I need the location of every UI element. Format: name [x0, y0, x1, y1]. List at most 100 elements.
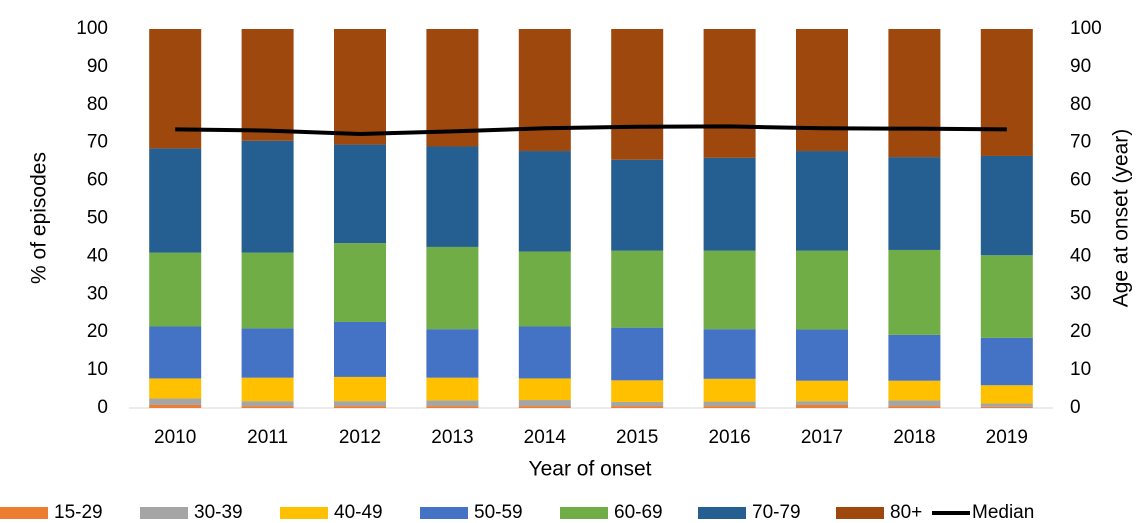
legend-swatch: [0, 507, 48, 519]
legend-label: 80+: [890, 502, 922, 523]
y2-tick-label: 70: [1070, 132, 1091, 153]
legend-label: 60-69: [614, 502, 663, 523]
legend-label: Median: [972, 502, 1034, 523]
y2-tick-label: 60: [1070, 170, 1091, 191]
x-tick-label: 2018: [893, 427, 935, 448]
y-tick-label: 80: [87, 94, 108, 115]
y-tick-label: 100: [76, 18, 108, 39]
bar-segment: [888, 157, 941, 250]
bar-segment: [980, 337, 1033, 386]
bar-segment: [518, 29, 571, 152]
legend-swatch: [280, 507, 328, 519]
bar-segment: [611, 401, 664, 407]
bar-segment: [241, 401, 294, 407]
y2-tick-label: 100: [1070, 18, 1102, 39]
bar-segment: [518, 326, 571, 379]
bar-segment: [149, 148, 202, 253]
bar-segment: [518, 151, 571, 252]
bar-segment: [703, 378, 756, 402]
y2-tick-label: 0: [1070, 397, 1081, 418]
bar-segment: [149, 252, 202, 327]
y2-tick-label: 20: [1070, 321, 1091, 342]
bar-segment: [518, 251, 571, 327]
bar-segment: [888, 380, 941, 401]
bar-segment: [611, 327, 664, 381]
y2-tick-label: 90: [1070, 56, 1091, 77]
bar-segment: [796, 29, 848, 152]
bar-segment: [241, 406, 294, 408]
bar-segment: [241, 328, 294, 378]
y-tick-label: 0: [97, 397, 108, 418]
legend-swatch: [560, 507, 608, 519]
x-tick-label: 2015: [616, 427, 658, 448]
bar-segment: [796, 380, 848, 402]
bar-segment: [149, 378, 202, 399]
bar-segment: [518, 378, 571, 401]
bar-segment: [241, 29, 294, 141]
bar-segment: [888, 29, 941, 158]
bar-segment: [426, 377, 479, 401]
y2-tick-label: 40: [1070, 245, 1091, 266]
legend-swatch: [140, 507, 188, 519]
y-tick-label: 50: [87, 208, 108, 229]
bar-segment: [796, 250, 848, 330]
y-tick-label: 20: [87, 321, 108, 342]
bar-segment: [241, 377, 294, 402]
bar-segment: [149, 404, 202, 408]
y-tick-label: 70: [87, 132, 108, 153]
bar-segment: [980, 255, 1033, 338]
bar-segment: [703, 401, 756, 407]
legend-label: 15-29: [54, 502, 103, 523]
bar-segment: [703, 329, 756, 379]
bar-segment: [611, 380, 664, 402]
y2-axis-title: Age at onset (year): [1110, 129, 1133, 308]
x-axis-title: Year of onset: [529, 458, 652, 481]
legend-swatch: [420, 507, 468, 519]
bar-segment: [703, 406, 756, 408]
bar-segment: [334, 321, 386, 377]
bar-segment: [518, 400, 571, 407]
bar-segment: [334, 406, 386, 408]
bar-segment: [980, 403, 1033, 407]
x-tick-label: 2012: [339, 427, 381, 448]
bar-segment: [611, 250, 664, 328]
bar-segment: [703, 157, 756, 251]
bar-segment: [796, 329, 848, 381]
y2-tick-label: 80: [1070, 94, 1091, 115]
y2-tick-label: 50: [1070, 208, 1091, 229]
legend-label: 50-59: [474, 502, 523, 523]
y2-tick-label: 10: [1070, 359, 1091, 380]
bar-segment: [980, 385, 1033, 404]
legend-label: 70-79: [752, 502, 801, 523]
bar-segment: [518, 406, 571, 408]
legend-label: 30-39: [194, 502, 243, 523]
bar-segment: [980, 29, 1033, 156]
bar-segment: [980, 155, 1033, 256]
bar-segment: [796, 401, 848, 405]
x-tick-label: 2013: [431, 427, 473, 448]
bar-segment: [426, 400, 479, 407]
legend-label: 40-49: [334, 502, 383, 523]
bar-segment: [149, 398, 202, 405]
legend-swatch: [836, 507, 884, 519]
bar-segment: [426, 246, 479, 330]
y-tick-label: 60: [87, 170, 108, 191]
bar-segment: [426, 29, 479, 147]
bar-segment: [703, 29, 756, 158]
y-tick-label: 90: [87, 56, 108, 77]
bar-segment: [334, 144, 386, 244]
bar-segment: [149, 326, 202, 379]
bar-segment: [888, 400, 941, 407]
x-tick-label: 2016: [708, 427, 750, 448]
bar-segment: [611, 406, 664, 408]
x-tick-label: 2017: [801, 427, 843, 448]
bar-segment: [426, 146, 479, 247]
bar-segment: [334, 376, 386, 402]
bar-segment: [796, 151, 848, 251]
bar-segment: [334, 243, 386, 322]
bar-segment: [703, 250, 756, 330]
bar-segment: [611, 159, 664, 251]
bar-segment: [980, 406, 1033, 408]
y-tick-label: 30: [87, 283, 108, 304]
